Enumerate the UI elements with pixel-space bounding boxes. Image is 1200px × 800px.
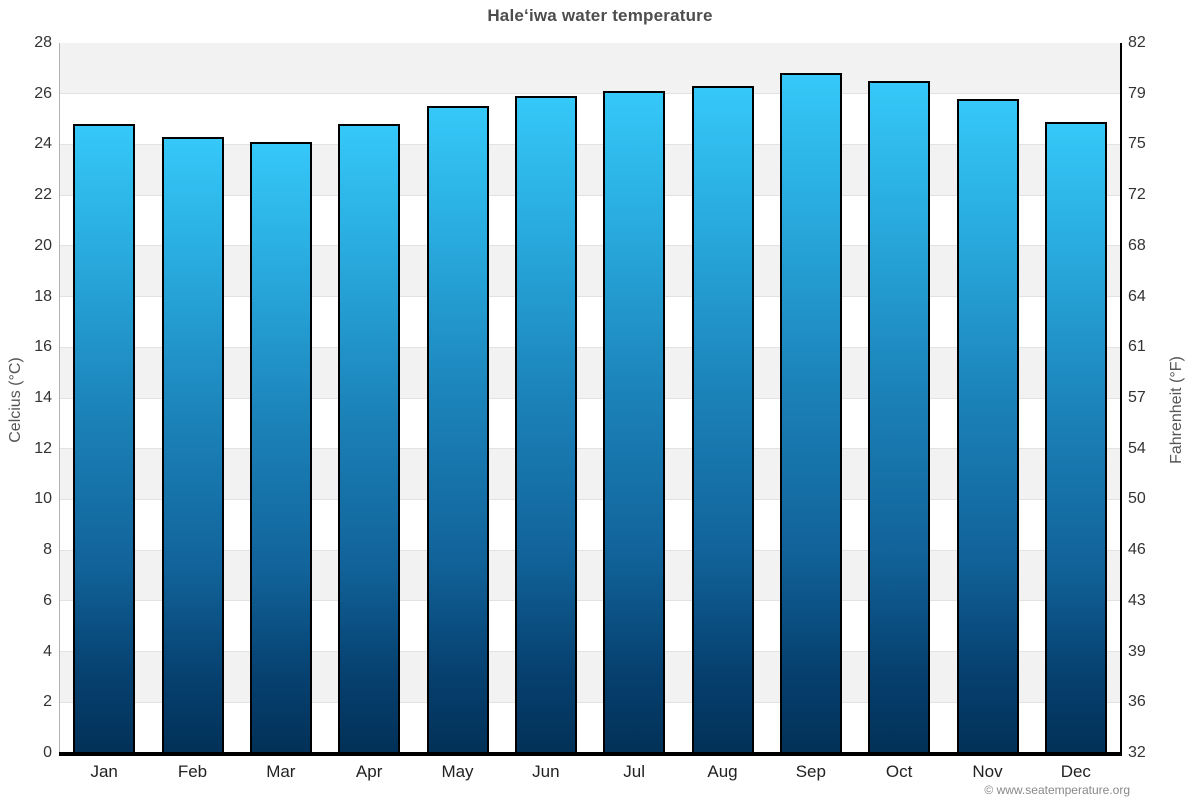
plot-band bbox=[60, 93, 1120, 145]
fahrenheit-tick-57: 57 bbox=[1128, 389, 1146, 406]
gridline bbox=[60, 346, 1120, 348]
plot-band bbox=[60, 347, 1120, 398]
gridline bbox=[60, 448, 1120, 450]
celsius-tick-14: 14 bbox=[34, 389, 52, 406]
fahrenheit-tick-50: 50 bbox=[1128, 490, 1146, 508]
month-label-may: May bbox=[441, 762, 474, 781]
celsius-tick-18: 18 bbox=[34, 287, 52, 305]
gridline bbox=[60, 701, 1120, 703]
month-label-jul: Jul bbox=[623, 762, 646, 781]
celsius-axis-line bbox=[59, 43, 60, 754]
fahrenheit-tick-46: 46 bbox=[1128, 541, 1146, 559]
plot-band bbox=[60, 448, 1120, 500]
month-label-feb: Feb bbox=[177, 762, 208, 781]
fahrenheit-tick-36: 36 bbox=[1128, 693, 1146, 711]
fahrenheit-tick-54: 54 bbox=[1128, 439, 1146, 457]
month-label-sep: Sep bbox=[795, 762, 826, 781]
fahrenheit-tick-68: 68 bbox=[1128, 236, 1146, 254]
month-label-apr: Apr bbox=[355, 762, 383, 781]
month-label-jun: Jun bbox=[532, 762, 560, 781]
gridline bbox=[60, 397, 1120, 399]
gridline bbox=[60, 600, 1120, 602]
bar-aug[interactable] bbox=[691, 86, 754, 753]
plot-band bbox=[60, 144, 1120, 196]
celsius-tick-28: 28 bbox=[34, 34, 52, 51]
bar-feb[interactable] bbox=[161, 136, 224, 753]
fahrenheit-axis-title: Fahrenheit (°F) bbox=[1168, 356, 1185, 464]
gridline bbox=[60, 498, 1120, 500]
gridline bbox=[60, 93, 1120, 95]
month-label-jan: Jan bbox=[90, 762, 118, 781]
celsius-tick-12: 12 bbox=[34, 439, 52, 457]
celsius-tick-8: 8 bbox=[43, 541, 52, 559]
plot-band bbox=[60, 651, 1120, 703]
celsius-tick-2: 2 bbox=[43, 693, 52, 711]
fahrenheit-tick-75: 75 bbox=[1128, 135, 1146, 153]
celsius-axis-title: Celcius (°C) bbox=[7, 357, 24, 443]
gridline bbox=[60, 549, 1120, 551]
fahrenheit-axis-line bbox=[1120, 43, 1122, 754]
gridline bbox=[60, 296, 1120, 298]
bar-may[interactable] bbox=[426, 106, 489, 753]
plot-band bbox=[60, 43, 1120, 94]
gridline bbox=[60, 651, 1120, 653]
plot-band bbox=[60, 499, 1120, 551]
gridline bbox=[60, 194, 1120, 196]
fahrenheit-tick-72: 72 bbox=[1128, 186, 1146, 204]
bar-jan[interactable] bbox=[73, 124, 136, 753]
celsius-tick-6: 6 bbox=[43, 591, 52, 609]
celsius-tick-24: 24 bbox=[34, 135, 52, 153]
plot-band bbox=[60, 702, 1120, 753]
attribution-link[interactable]: © www.seatemperature.org bbox=[984, 783, 1130, 797]
celsius-tick-22: 22 bbox=[34, 186, 52, 204]
fahrenheit-tick-79: 79 bbox=[1128, 84, 1146, 102]
bar-dec[interactable] bbox=[1044, 121, 1107, 753]
fahrenheit-tick-82: 82 bbox=[1128, 34, 1146, 51]
bar-mar[interactable] bbox=[249, 141, 312, 753]
month-label-nov: Nov bbox=[972, 762, 1003, 781]
x-axis-line bbox=[59, 752, 1122, 756]
celsius-tick-0: 0 bbox=[43, 744, 52, 761]
plot-band bbox=[60, 245, 1120, 297]
celsius-tick-4: 4 bbox=[43, 642, 52, 660]
plot-band bbox=[60, 195, 1120, 246]
plot-area bbox=[59, 43, 1122, 756]
gridline bbox=[60, 143, 1120, 145]
month-label-dec: Dec bbox=[1060, 762, 1091, 781]
bar-oct[interactable] bbox=[868, 81, 931, 753]
fahrenheit-tick-43: 43 bbox=[1128, 591, 1146, 609]
month-label-oct: Oct bbox=[885, 762, 913, 781]
gridline bbox=[60, 245, 1120, 247]
bar-jun[interactable] bbox=[514, 96, 577, 753]
bar-sep[interactable] bbox=[779, 73, 842, 753]
celsius-tick-10: 10 bbox=[34, 490, 52, 508]
chart-title: Haleʻiwa water temperature bbox=[487, 6, 713, 25]
fahrenheit-tick-32: 32 bbox=[1128, 744, 1146, 761]
bar-jul[interactable] bbox=[603, 91, 666, 753]
fahrenheit-tick-64: 64 bbox=[1128, 287, 1146, 305]
month-label-mar: Mar bbox=[266, 762, 296, 781]
plot-band bbox=[60, 296, 1120, 348]
fahrenheit-tick-61: 61 bbox=[1128, 338, 1146, 356]
bar-nov[interactable] bbox=[956, 98, 1019, 753]
plot-band bbox=[60, 600, 1120, 652]
celsius-tick-20: 20 bbox=[34, 236, 52, 254]
plot-band bbox=[60, 550, 1120, 601]
celsius-tick-16: 16 bbox=[34, 338, 52, 356]
fahrenheit-tick-39: 39 bbox=[1128, 642, 1146, 660]
month-label-aug: Aug bbox=[707, 762, 738, 781]
bar-apr[interactable] bbox=[338, 124, 401, 753]
celsius-tick-26: 26 bbox=[34, 84, 52, 102]
plot-band bbox=[60, 398, 1120, 449]
